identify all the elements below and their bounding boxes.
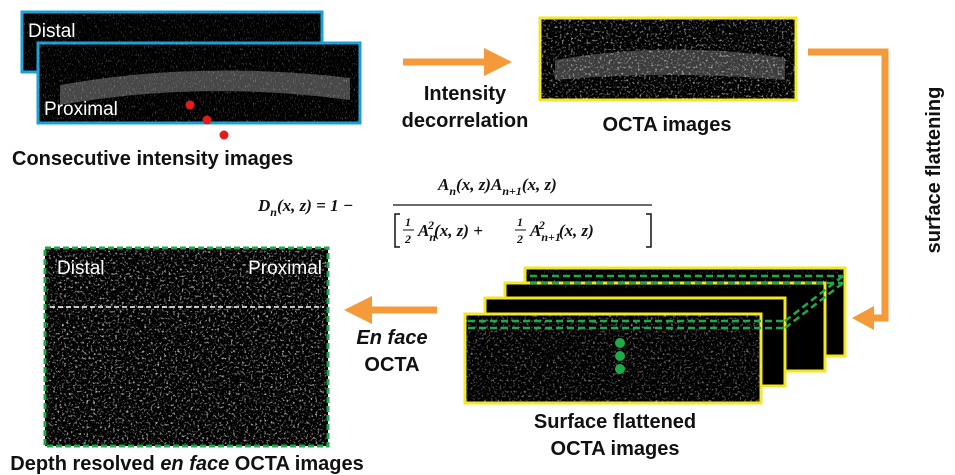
step-label: En face <box>356 327 427 349</box>
eq-token: (x, z) = 1 − <box>277 196 353 215</box>
label: Proximal <box>44 99 118 120</box>
equation: Dn(x, z) = 1 − An(x, z)An+1(x, z) 1 2 An… <box>257 175 652 247</box>
eq-token: 2 <box>404 232 411 246</box>
eq-token: A <box>437 175 449 194</box>
step-label: OCTA <box>364 354 419 376</box>
eq-token: (x, z) <box>522 175 557 194</box>
caption-part: en face <box>160 453 229 475</box>
caption: Consecutive intensity images <box>12 148 293 170</box>
step-label: Intensity <box>424 83 507 105</box>
step-label: decorrelation <box>402 110 529 132</box>
eq-token: 2 <box>516 232 523 246</box>
eq-token: (x, z) + <box>434 221 483 240</box>
intensity-stack: Distal Proximal <box>22 12 360 140</box>
label: Distal <box>28 21 76 42</box>
caption: OCTA images <box>551 438 680 460</box>
eq-token: (x, z)A <box>456 175 502 194</box>
caption-part: Depth resolved <box>10 453 160 475</box>
svg-text:An(x, z)An+1(x, z): An(x, z)An+1(x, z) <box>437 175 557 198</box>
label: Distal <box>57 258 105 279</box>
caption: OCTA images <box>603 114 732 136</box>
label: Proximal <box>248 258 322 279</box>
step-label: surface flattening <box>923 87 945 254</box>
caption: Surface flattened <box>534 411 696 433</box>
eq-token: (x, z) <box>559 221 594 240</box>
svg-text:An+12(x, z): An+12(x, z) <box>529 218 594 244</box>
caption: Depth resolved en face OCTA images <box>10 453 363 475</box>
eq-token: D <box>257 196 270 215</box>
caption-part: OCTA images <box>229 453 363 475</box>
eq-token: 2 <box>427 218 434 232</box>
eq-token: 1 <box>517 215 523 229</box>
svg-text:Dn(x, z) = 1 −: Dn(x, z) = 1 − <box>257 196 353 219</box>
eq-token: 1 <box>405 215 411 229</box>
svg-text:An2(x, z) +: An2(x, z) + <box>417 218 483 244</box>
diagram: Distal Proximal Consecutive intensity im… <box>0 0 955 475</box>
eq-token: n+1 <box>502 184 522 198</box>
eq-token: 2 <box>538 218 545 232</box>
flattened-stack <box>465 268 845 403</box>
